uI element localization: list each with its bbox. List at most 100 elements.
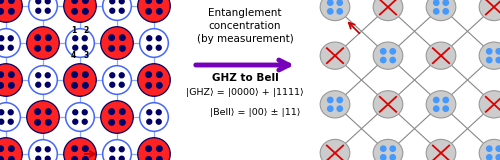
Circle shape	[390, 57, 396, 63]
Circle shape	[390, 49, 396, 54]
Circle shape	[380, 49, 386, 54]
Circle shape	[82, 119, 87, 124]
Ellipse shape	[64, 0, 96, 22]
Ellipse shape	[320, 91, 350, 118]
Circle shape	[36, 156, 40, 160]
Circle shape	[146, 9, 152, 14]
Circle shape	[328, 106, 333, 111]
Text: 4: 4	[71, 51, 76, 60]
Circle shape	[380, 155, 386, 160]
Circle shape	[82, 45, 87, 50]
Circle shape	[146, 83, 152, 88]
Circle shape	[72, 72, 78, 77]
Circle shape	[337, 97, 342, 103]
Circle shape	[0, 146, 4, 151]
Circle shape	[390, 146, 396, 151]
Circle shape	[36, 73, 40, 78]
Text: 3: 3	[84, 51, 89, 60]
Circle shape	[8, 9, 14, 14]
Circle shape	[0, 45, 4, 50]
Circle shape	[73, 36, 78, 41]
Circle shape	[82, 9, 88, 14]
Circle shape	[156, 110, 161, 115]
Ellipse shape	[426, 42, 456, 69]
Circle shape	[46, 109, 51, 114]
Circle shape	[120, 147, 124, 152]
Circle shape	[120, 35, 125, 40]
Ellipse shape	[26, 101, 60, 133]
Circle shape	[156, 36, 161, 41]
Circle shape	[147, 45, 152, 50]
Circle shape	[390, 155, 396, 160]
Ellipse shape	[426, 0, 456, 21]
Circle shape	[156, 157, 162, 160]
Circle shape	[0, 157, 4, 160]
Circle shape	[8, 72, 14, 77]
Circle shape	[147, 36, 152, 41]
Circle shape	[486, 146, 492, 151]
Circle shape	[434, 9, 439, 14]
Circle shape	[496, 49, 500, 54]
Ellipse shape	[28, 140, 58, 160]
Text: Entanglement
concentration
(by measurement): Entanglement concentration (by measureme…	[196, 8, 294, 44]
Circle shape	[486, 57, 492, 63]
Ellipse shape	[138, 138, 170, 160]
Circle shape	[8, 119, 13, 124]
Circle shape	[8, 157, 14, 160]
Circle shape	[46, 8, 50, 13]
Ellipse shape	[0, 103, 20, 131]
Circle shape	[35, 46, 40, 51]
Ellipse shape	[479, 42, 500, 69]
Circle shape	[328, 97, 333, 103]
Ellipse shape	[28, 0, 58, 20]
Circle shape	[146, 157, 152, 160]
Circle shape	[46, 73, 50, 78]
Circle shape	[82, 146, 88, 151]
Circle shape	[120, 156, 124, 160]
Circle shape	[0, 36, 4, 41]
Circle shape	[434, 106, 439, 111]
Circle shape	[156, 119, 161, 124]
Ellipse shape	[373, 0, 403, 21]
Circle shape	[36, 8, 40, 13]
Ellipse shape	[0, 138, 22, 160]
Circle shape	[72, 157, 78, 160]
Ellipse shape	[140, 29, 168, 57]
Ellipse shape	[100, 27, 134, 59]
Circle shape	[496, 57, 500, 63]
Circle shape	[109, 46, 114, 51]
Circle shape	[486, 155, 492, 160]
Circle shape	[46, 46, 51, 51]
Ellipse shape	[479, 139, 500, 160]
Ellipse shape	[102, 66, 132, 94]
Circle shape	[72, 83, 78, 88]
Circle shape	[434, 97, 439, 103]
Text: GHZ to Bell: GHZ to Bell	[212, 73, 278, 83]
Circle shape	[496, 155, 500, 160]
Circle shape	[120, 46, 125, 51]
Ellipse shape	[320, 0, 350, 21]
Ellipse shape	[100, 101, 134, 133]
Circle shape	[146, 72, 152, 77]
Text: |Bell⟩ = |00⟩ ± |11⟩: |Bell⟩ = |00⟩ ± |11⟩	[210, 108, 300, 117]
Circle shape	[120, 82, 124, 87]
Ellipse shape	[64, 64, 96, 96]
Ellipse shape	[138, 64, 170, 96]
Circle shape	[146, 0, 152, 3]
Circle shape	[110, 73, 114, 78]
Circle shape	[443, 9, 448, 14]
Circle shape	[328, 0, 333, 5]
Circle shape	[72, 9, 78, 14]
Circle shape	[82, 72, 88, 77]
Circle shape	[36, 147, 40, 152]
Circle shape	[0, 72, 4, 77]
Circle shape	[496, 146, 500, 151]
Ellipse shape	[102, 0, 132, 20]
Circle shape	[82, 83, 88, 88]
Ellipse shape	[0, 64, 22, 96]
Circle shape	[8, 0, 14, 3]
Ellipse shape	[26, 27, 60, 59]
Circle shape	[120, 73, 124, 78]
Circle shape	[46, 156, 50, 160]
Circle shape	[8, 45, 13, 50]
